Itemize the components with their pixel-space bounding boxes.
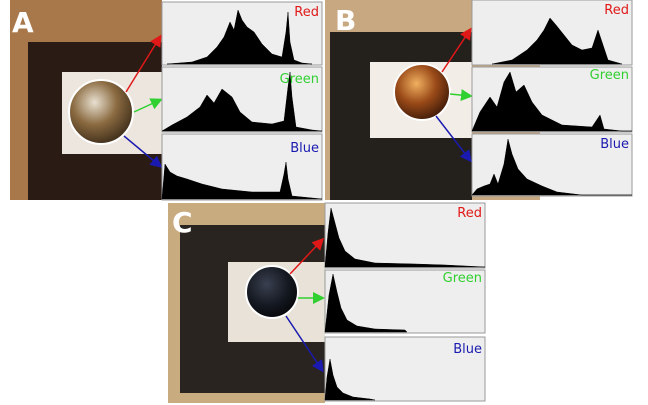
marble [394, 64, 450, 120]
panel-label: A [12, 6, 34, 39]
panel-c: C Red Green Blue [168, 203, 485, 403]
channel-label: Green [590, 68, 629, 83]
channel-label: Green [443, 271, 482, 286]
channel-label: Blue [600, 137, 629, 152]
panel-label: C [172, 206, 193, 239]
figure: A Red Green Blue B Red Green Blue C Red … [0, 0, 648, 405]
channel-label: Green [280, 72, 319, 87]
panel-b: B Red Green Blue [325, 0, 632, 200]
histogram: Green [472, 67, 632, 132]
channel-label: Red [457, 206, 482, 221]
histogram: Blue [162, 134, 322, 200]
histogram: Green [162, 67, 322, 132]
channel-label: Blue [453, 342, 482, 357]
histogram: Green [325, 270, 485, 333]
histogram: Red [162, 2, 322, 65]
channel-label: Blue [290, 141, 319, 156]
histogram: Blue [472, 134, 632, 196]
panel-a: A Red Green Blue [10, 0, 322, 200]
marble [69, 80, 133, 144]
histogram: Red [325, 203, 485, 268]
channel-label: Red [604, 3, 629, 18]
channel-label: Red [294, 5, 319, 20]
histogram: Blue [325, 337, 485, 401]
panel-label: B [335, 4, 356, 37]
histogram: Red [472, 0, 632, 65]
